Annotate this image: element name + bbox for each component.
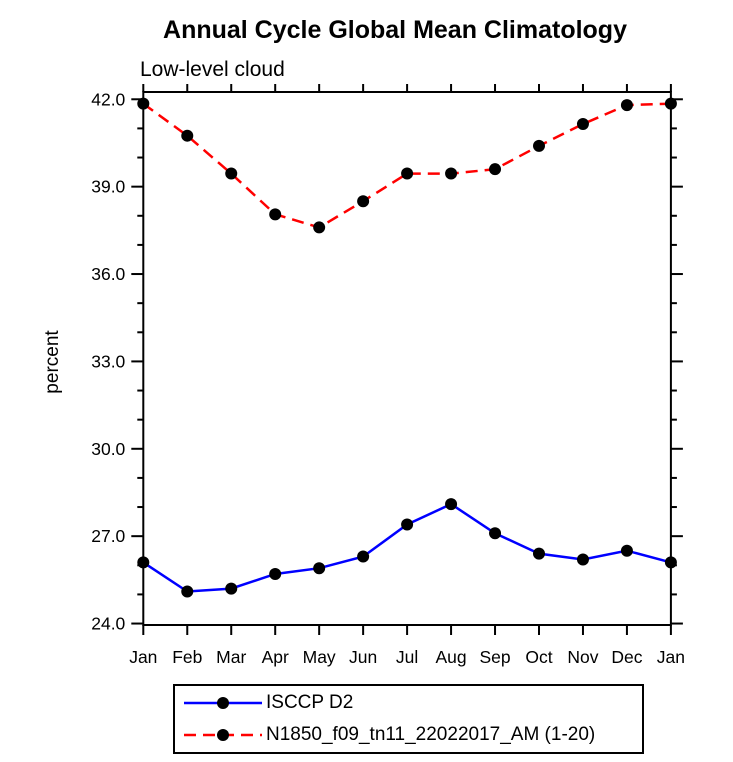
series-marker-0 [225,582,238,595]
x-tick-label: Apr [262,647,289,667]
x-tick-label: May [303,647,336,667]
series-marker-0 [313,562,326,575]
x-tick-label: Jul [396,647,418,667]
series-marker-1 [620,99,633,112]
series-marker-0 [181,585,194,598]
x-tick-label: Oct [525,647,552,667]
legend-item-isccp: ISCCP D2 [182,688,642,718]
y-tick-label: 39.0 [91,177,125,197]
x-tick-label: Feb [172,647,202,667]
series-marker-1 [225,167,238,180]
series-marker-1 [445,167,458,180]
series-marker-1 [357,195,370,208]
series-marker-1 [489,163,502,176]
series-marker-0 [664,556,677,569]
series-marker-0 [357,550,370,563]
series-marker-0 [137,556,150,569]
series-line-1 [142,102,671,229]
x-tick-label: Sep [479,647,510,667]
series-marker-0 [533,547,545,560]
y-tick-label: 24.0 [91,614,125,634]
x-tick-label: Jun [349,647,377,667]
series-marker-1 [313,221,326,234]
series-marker-0 [269,568,282,581]
legend-line-sample-solid [184,697,262,709]
y-tick-label: 27.0 [91,526,125,546]
x-tick-label: Mar [216,647,246,667]
x-tick-label: Jan [657,647,685,667]
x-tick-label: Jan [129,647,157,667]
series-marker-0 [489,527,502,540]
y-tick-label: 36.0 [91,264,125,284]
series-line-0 [142,502,672,593]
y-axis-title: percent [42,330,63,394]
series-marker-0 [576,553,589,566]
legend-label-model: N1850_f09_tn11_22022017_AM (1-20) [266,724,596,745]
series-marker-1 [664,97,677,110]
series-marker-1 [269,208,282,221]
x-tick-label: Dec [611,647,642,667]
legend-box: ISCCP D2 N1850_f09_tn11_22022017_AM (1-2… [173,684,644,754]
legend-line-sample-dashed [184,729,262,741]
chart-title: Annual Cycle Global Mean Climatology [163,16,627,44]
y-tick-label: 42.0 [91,89,125,109]
series-marker-0 [445,498,458,511]
chart-subtitle: Low-level cloud [140,58,285,81]
y-tick-label: 30.0 [91,439,125,459]
series-marker-1 [533,139,545,152]
series-marker-1 [401,167,414,180]
legend-label-isccp: ISCCP D2 [266,692,354,713]
x-tick-label: Aug [435,647,466,667]
x-tick-label: Nov [567,647,598,667]
series-marker-0 [401,518,414,531]
series-marker-1 [137,97,150,110]
series-marker-1 [576,118,589,131]
series-marker-1 [181,129,194,142]
series-marker-0 [620,544,633,557]
y-tick-label: 33.0 [91,351,125,371]
legend-item-model: N1850_f09_tn11_22022017_AM (1-20) [182,720,642,750]
